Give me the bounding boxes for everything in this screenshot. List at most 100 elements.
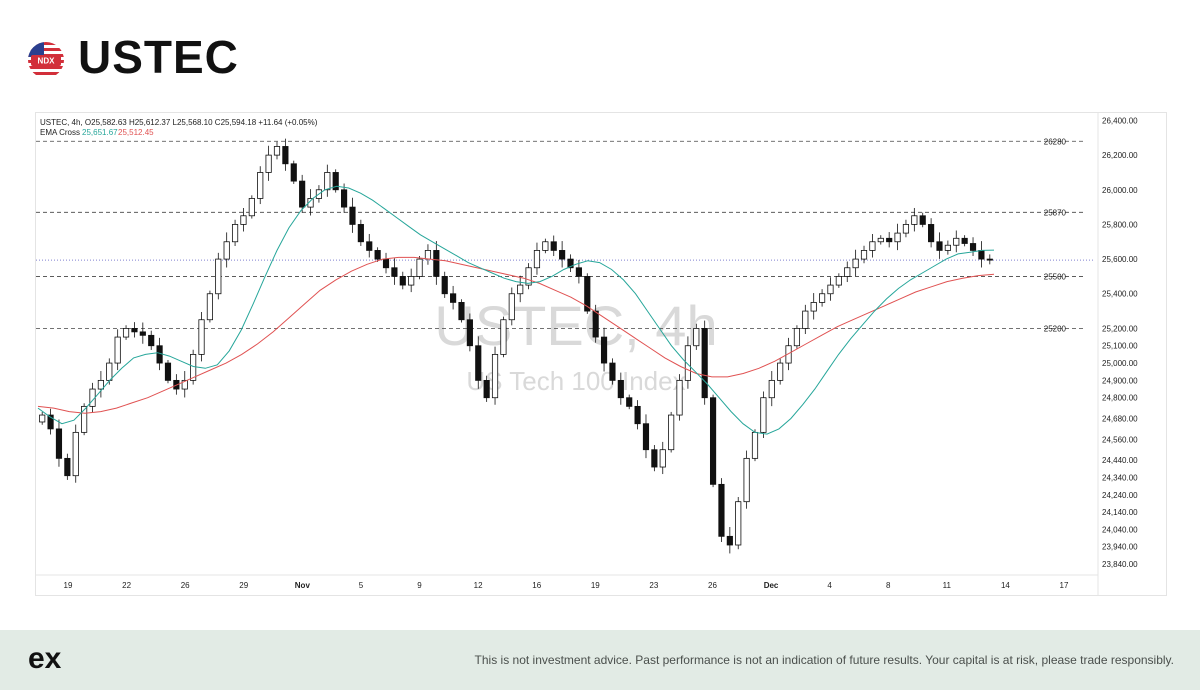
level-lines: 26280 25870 25500 25200 bbox=[36, 137, 1086, 333]
candle-body bbox=[751, 431, 759, 459]
candle-body bbox=[659, 449, 666, 468]
candle-body bbox=[684, 345, 691, 381]
x-tick-label: 19 bbox=[591, 581, 600, 590]
indicator-label: EMA Cross bbox=[40, 128, 80, 137]
y-tick-label: 26,400.00 bbox=[1102, 116, 1138, 125]
us-flag-icon: NDX bbox=[28, 42, 64, 78]
candle-body bbox=[617, 379, 624, 399]
candle-body bbox=[164, 362, 172, 381]
chart-legend: USTEC, 4h, O25,582.63 H25,612.37 L25,568… bbox=[40, 118, 318, 137]
x-tick-label: 22 bbox=[122, 581, 131, 590]
candle-body bbox=[969, 243, 977, 251]
x-tick-label: 12 bbox=[474, 581, 483, 590]
x-tick-label: 8 bbox=[886, 581, 891, 590]
candle-body bbox=[106, 362, 113, 381]
chart-panel[interactable]: USTEC, 4h US Tech 100 Index 26280 25870 25… bbox=[35, 112, 1167, 596]
candle-body bbox=[466, 319, 473, 347]
watermark-symbol: USTEC, 4h bbox=[434, 294, 717, 357]
y-tick-label: 25,100.00 bbox=[1102, 342, 1138, 351]
x-tick-label: 14 bbox=[1001, 581, 1010, 590]
candle-body bbox=[642, 423, 650, 451]
candle-body bbox=[366, 241, 373, 251]
y-tick-label: 24,440.00 bbox=[1102, 456, 1138, 465]
candle-body bbox=[768, 379, 775, 399]
candle-body bbox=[777, 362, 784, 381]
candle-body bbox=[902, 224, 910, 234]
candle-body bbox=[760, 397, 767, 433]
candle-body bbox=[827, 284, 834, 295]
candle-body bbox=[458, 302, 465, 321]
candle-body bbox=[508, 293, 515, 321]
candle-body bbox=[231, 224, 239, 243]
candle-body bbox=[743, 457, 750, 503]
candle-body bbox=[424, 250, 432, 260]
ohlc-info: USTEC, 4h, O25,582.63 H25,612.37 L25,568… bbox=[40, 118, 318, 127]
footer: ex This is not investment advice. Past p… bbox=[0, 630, 1200, 690]
candle-body bbox=[634, 405, 641, 425]
y-tick-label: 24,900.00 bbox=[1102, 376, 1138, 385]
y-tick-label: 25,600.00 bbox=[1102, 255, 1138, 264]
candle-body bbox=[441, 276, 448, 295]
x-tick-label: 16 bbox=[532, 581, 541, 590]
candle-body bbox=[944, 244, 951, 251]
candle-body bbox=[148, 334, 155, 347]
level-label: 26280 bbox=[1044, 137, 1067, 146]
candle-body bbox=[852, 258, 859, 269]
candle-body bbox=[651, 449, 658, 468]
y-tick-label: 24,560.00 bbox=[1102, 435, 1138, 444]
page-title: USTEC bbox=[78, 31, 239, 83]
x-tick-label: 4 bbox=[827, 581, 832, 590]
candle-body bbox=[533, 250, 541, 269]
candle-body bbox=[810, 302, 817, 312]
candle-body bbox=[584, 276, 591, 312]
candle-body bbox=[978, 250, 985, 260]
y-tick-label: 25,000.00 bbox=[1102, 359, 1138, 368]
candle-body bbox=[97, 379, 104, 390]
header: NDX USTEC bbox=[0, 0, 1200, 110]
candle-body bbox=[64, 457, 71, 477]
candle-body bbox=[575, 267, 582, 277]
candle-body bbox=[399, 276, 406, 286]
candle-body bbox=[559, 250, 566, 260]
candle-body bbox=[114, 336, 121, 364]
candle-body bbox=[735, 501, 742, 546]
candle-body bbox=[433, 250, 440, 277]
candle-body bbox=[81, 405, 88, 433]
candle-body bbox=[206, 293, 213, 321]
watermark-name: US Tech 100 Index bbox=[466, 366, 685, 396]
candle-body bbox=[324, 172, 331, 191]
chart-watermark: USTEC, 4h US Tech 100 Index bbox=[434, 294, 717, 396]
candle-body bbox=[181, 379, 188, 390]
candle-body bbox=[349, 206, 356, 225]
ema-slow-value: 25,512.45 bbox=[118, 128, 154, 137]
y-axis-labels: 26,400.00 26,200.00 26,000.00 25,800.00 25,6… bbox=[1102, 116, 1138, 569]
candle-body bbox=[718, 483, 725, 537]
candle-body bbox=[156, 345, 163, 364]
candle-body bbox=[257, 172, 264, 199]
candle-body bbox=[626, 397, 633, 407]
y-tick-label: 25,800.00 bbox=[1102, 220, 1138, 229]
candle-body bbox=[55, 428, 63, 459]
candle-body bbox=[307, 198, 314, 208]
candle-body bbox=[39, 414, 46, 423]
candle-body bbox=[693, 328, 700, 347]
candle-body bbox=[517, 284, 524, 295]
y-tick-label: 25,400.00 bbox=[1102, 290, 1138, 299]
x-tick-label: 5 bbox=[359, 581, 364, 590]
x-tick-label: Dec bbox=[764, 581, 779, 590]
price-chart[interactable]: USTEC, 4h US Tech 100 Index 26280 25870 25… bbox=[36, 113, 1166, 595]
level-label: 25870 bbox=[1044, 208, 1067, 217]
candle-body bbox=[668, 414, 675, 451]
x-tick-label: 17 bbox=[1060, 581, 1069, 590]
candle-body bbox=[408, 276, 415, 286]
ema-slow-line bbox=[37, 256, 995, 414]
candle-body bbox=[953, 237, 960, 246]
candle-body bbox=[819, 293, 826, 303]
y-tick-label: 24,340.00 bbox=[1102, 473, 1138, 482]
y-tick-label: 24,140.00 bbox=[1102, 508, 1138, 517]
x-tick-label: 29 bbox=[239, 581, 248, 590]
candle-body bbox=[382, 258, 390, 269]
candle-body bbox=[567, 258, 574, 269]
candle-body bbox=[332, 172, 339, 191]
candle-body bbox=[491, 353, 499, 399]
